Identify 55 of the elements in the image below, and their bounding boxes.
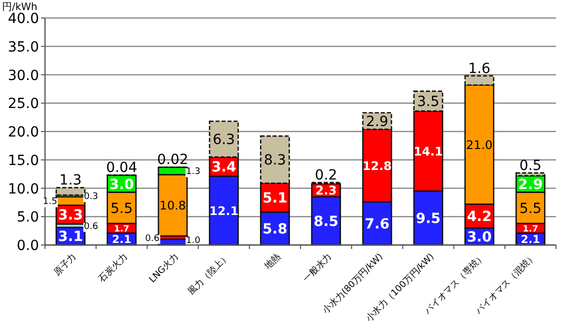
data-label: 3.0 <box>466 230 492 246</box>
data-label: 1.5 <box>42 197 58 208</box>
y-tick-label: 20.0 <box>8 124 39 140</box>
data-label: 3.5 <box>417 94 440 110</box>
data-label: 3.4 <box>211 160 237 176</box>
data-label: 2.9 <box>366 114 388 130</box>
data-label: 9.5 <box>416 211 441 228</box>
data-label: 1.7 <box>114 224 130 234</box>
y-tick-label: 5.0 <box>16 210 39 226</box>
y-tick-label: 25.0 <box>8 96 39 112</box>
x-tick-label: 原子力 <box>52 251 79 278</box>
bar <box>56 187 86 196</box>
data-label: 2.3 <box>315 184 337 198</box>
data-label: 6.3 <box>212 132 235 148</box>
data-label: 2.9 <box>518 177 543 194</box>
y-tick-label: 10.0 <box>8 181 39 198</box>
data-label: 0.2 <box>314 168 338 184</box>
data-label: 3.0 <box>109 176 134 193</box>
data-label: 14.1 <box>414 144 443 158</box>
data-label: 2.1 <box>112 232 132 246</box>
x-tick-label: 風力（陸上） <box>186 251 232 298</box>
y-tick-label: 35.0 <box>8 39 39 56</box>
data-label: 0.02 <box>157 152 188 168</box>
data-label: 0.04 <box>106 160 138 176</box>
data-label: 2.1 <box>520 232 540 246</box>
data-label: 12.8 <box>362 158 392 173</box>
data-label: 0.6 <box>84 222 98 232</box>
data-label: 4.2 <box>466 209 492 226</box>
data-label: 0.5 <box>519 158 542 174</box>
data-label: 5.1 <box>262 190 288 207</box>
data-label: 7.6 <box>364 216 390 232</box>
y-tick-label: 30.0 <box>8 68 39 84</box>
data-label: 8.3 <box>264 152 286 169</box>
data-label: 3.1 <box>58 229 83 246</box>
data-label: 0.6 <box>145 234 160 244</box>
y-tick-label: 15.0 <box>8 152 39 169</box>
y-tick-label: 0.0 <box>16 238 39 254</box>
x-tick-label: 地熱 <box>262 251 284 273</box>
data-label: 1.0 <box>186 236 201 246</box>
data-label: 1.6 <box>468 60 491 77</box>
data-label: 5.5 <box>110 200 133 217</box>
data-label: 3.3 <box>58 208 83 224</box>
y-tick-label: 40.0 <box>8 11 39 27</box>
y-axis-title: 円/kWh <box>2 2 38 13</box>
data-label: 0.3 <box>84 192 98 202</box>
data-label: 5.5 <box>519 200 542 217</box>
data-label: 5.8 <box>262 222 288 238</box>
data-label: 8.5 <box>314 214 338 230</box>
x-tick-label: 一般水力 <box>300 251 334 285</box>
data-label: 1.3 <box>186 167 200 178</box>
data-label: 1.3 <box>59 172 82 189</box>
x-tick-label: 石炭火力 <box>96 251 130 285</box>
data-label: 1.7 <box>522 224 538 234</box>
data-label: 10.8 <box>160 198 186 213</box>
data-label: 21.0 <box>466 138 493 152</box>
